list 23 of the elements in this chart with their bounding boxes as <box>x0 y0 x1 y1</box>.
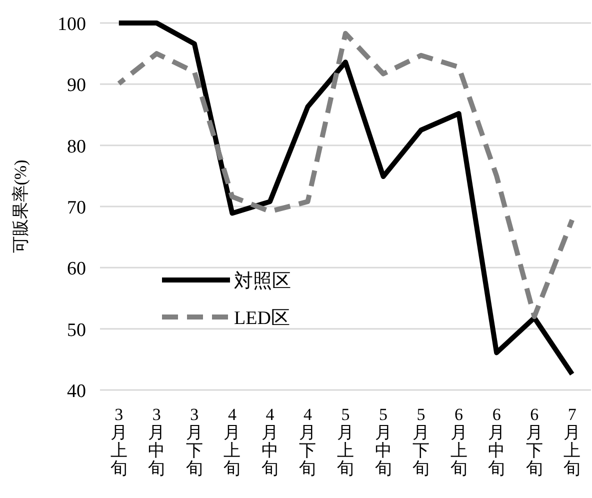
y-tick-label: 50 <box>67 320 86 341</box>
x-tick-label: 3月上旬 <box>110 405 128 478</box>
y-tick-label: 40 <box>67 381 86 402</box>
x-tick-label: 4月中旬 <box>261 405 278 478</box>
x-tick-label: 3月下旬 <box>186 405 203 478</box>
x-tick-label: 7月上旬 <box>564 405 581 478</box>
legend-label: LED区 <box>234 308 290 329</box>
x-tick-label: 3月中旬 <box>148 405 166 478</box>
x-tick-label: 5月下旬 <box>412 405 430 478</box>
y-tick-label: 100 <box>58 14 86 35</box>
x-tick-label: 6月中旬 <box>488 405 506 478</box>
x-tick-label: 5月上旬 <box>337 405 354 478</box>
y-tick-label: 70 <box>67 198 86 218</box>
x-tick-label: 6月上旬 <box>450 405 468 478</box>
legend-label: 対照区 <box>234 270 291 292</box>
y-tick-label: 90 <box>67 75 86 96</box>
y-tick-label: 60 <box>67 258 86 280</box>
x-tick-label: 6月下旬 <box>526 405 543 478</box>
x-tick-label: 4月上旬 <box>224 405 241 478</box>
y-tick-label: 80 <box>67 136 86 158</box>
y-axis-title: 可販果率(%) <box>11 160 30 254</box>
x-tick-label: 4月下旬 <box>299 405 316 478</box>
x-tick-label: 5月中旬 <box>374 405 392 478</box>
